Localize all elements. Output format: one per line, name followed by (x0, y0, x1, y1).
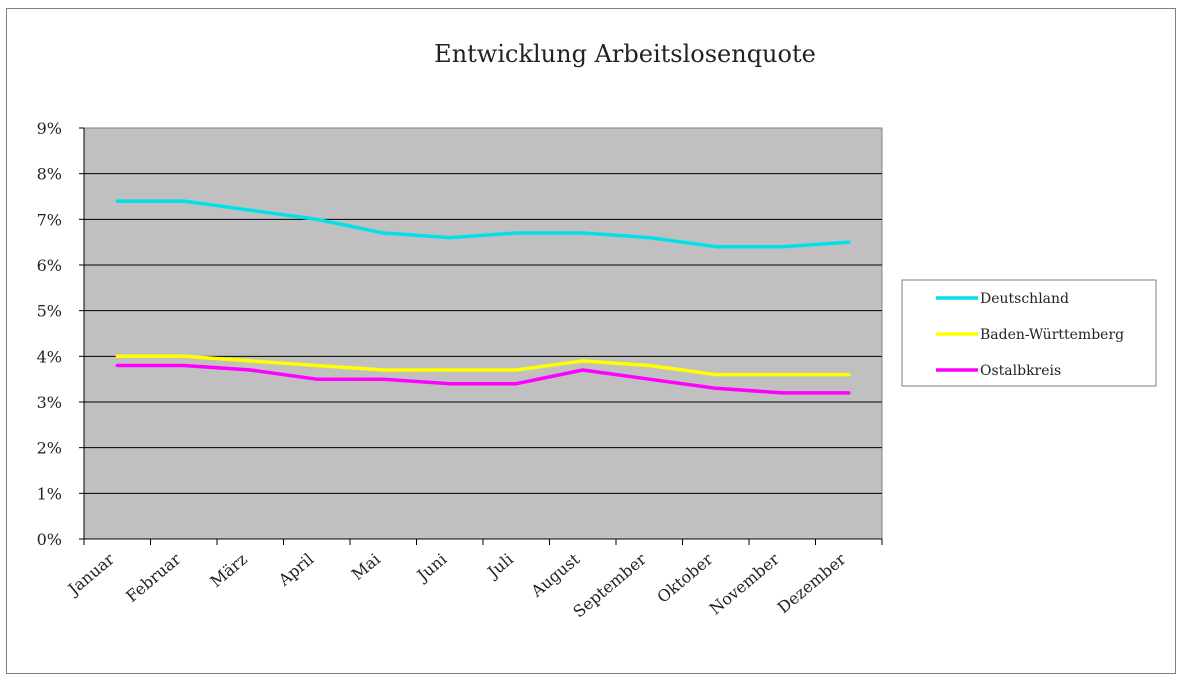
series-line (115, 199, 851, 249)
x-tick-label: Februar (122, 549, 184, 606)
x-tick-label: Januar (63, 549, 118, 600)
y-tick-label: 4% (37, 347, 62, 366)
series-line (115, 354, 851, 377)
series-lines (115, 199, 851, 395)
x-tick-label: Mai (348, 550, 384, 585)
x-tick-label: Oktober (653, 549, 716, 606)
y-tick-label: 3% (37, 393, 62, 412)
legend-label: Baden-Württemberg (980, 327, 1124, 343)
x-tick-label: März (206, 550, 250, 592)
x-tick-label: November (706, 549, 783, 618)
y-tick-label: 5% (37, 302, 62, 321)
y-tick-label: 2% (37, 439, 62, 458)
x-tick-label: September (569, 549, 650, 621)
plot-area (83, 127, 883, 540)
series-line (115, 363, 851, 395)
y-tick-label: 7% (37, 210, 62, 229)
chart-title: Entwicklung Arbeitslosenquote (434, 40, 816, 68)
y-tick-label: 9% (37, 119, 62, 138)
plot-background (83, 127, 883, 540)
x-tick-label: Juli (482, 550, 516, 583)
x-tick-label: April (274, 550, 317, 591)
x-tick-label: Dezember (774, 549, 850, 617)
x-tick-label: Juni (412, 550, 450, 587)
legend-label: Ostalbkreis (980, 363, 1061, 379)
y-tick-label: 8% (37, 165, 62, 184)
y-tick-label: 1% (37, 484, 62, 503)
legend: Deutschland Baden-Württemberg Ostalbkreis (901, 279, 1157, 387)
y-tick-label: 6% (37, 256, 62, 275)
x-tick-label: August (527, 549, 584, 601)
y-tick-label: 0% (37, 530, 62, 549)
legend-label: Deutschland (980, 291, 1069, 307)
